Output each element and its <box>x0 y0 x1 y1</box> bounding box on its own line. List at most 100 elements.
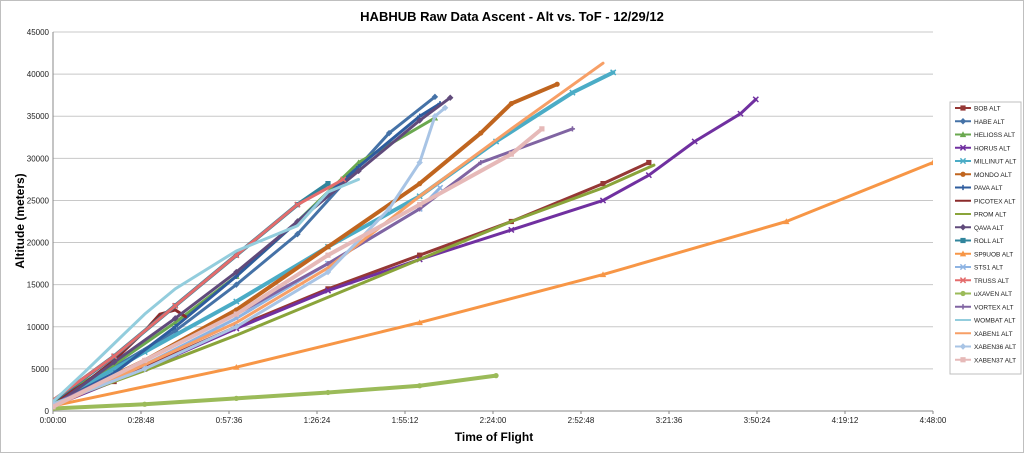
legend-label: MILLINUT ALT <box>974 159 1016 166</box>
data-point <box>645 172 652 179</box>
legend-marker <box>960 304 966 310</box>
legend-item: XABEN1 ALT <box>955 331 1013 338</box>
legend-label: ROLL ALT <box>974 238 1004 245</box>
legend-item: HELIOSS ALT <box>955 131 1015 139</box>
data-point <box>294 201 301 208</box>
data-point <box>600 181 606 187</box>
legend-item: uXAVEN ALT <box>955 290 1012 298</box>
data-point <box>431 93 439 101</box>
legend-marker <box>959 131 967 138</box>
series-lines <box>53 61 933 411</box>
legend-label: WOMBAT ALT <box>974 318 1016 325</box>
legend-item: MONDO ALT <box>955 171 1012 179</box>
data-point <box>417 202 423 208</box>
data-point <box>294 230 301 238</box>
legend-item: ROLL ALT <box>955 237 1004 245</box>
series-prom-alt <box>53 163 656 405</box>
legend-label: XABEN37 ALT <box>974 357 1016 364</box>
data-point <box>325 181 331 187</box>
data-point <box>417 181 423 187</box>
x-tick-label: 2:24:00 <box>480 416 507 425</box>
data-point <box>325 244 331 250</box>
legend-item: STS1 ALT <box>955 263 1003 272</box>
data-point <box>508 151 514 157</box>
data-point <box>385 205 393 213</box>
data-point <box>233 298 240 305</box>
series-wombat-alt <box>53 177 361 404</box>
legend-item: QAVA ALT <box>955 224 1004 232</box>
axes: 0 5000 10000 15000 20000 25000 30000 35000 40000… <box>27 28 947 425</box>
data-point <box>478 130 484 136</box>
data-point <box>493 373 499 379</box>
x-tick-label: 0:57:36 <box>216 416 243 425</box>
x-tick-label: 1:55:12 <box>392 416 419 425</box>
series-line <box>53 160 933 408</box>
y-tick-label: 20000 <box>27 239 50 248</box>
legend-item: HORUS ALT <box>955 144 1010 152</box>
data-point <box>53 404 56 410</box>
y-tick-label: 35000 <box>27 112 50 121</box>
legend-marker <box>959 263 967 271</box>
legend-item: BOB ALT <box>955 105 1001 113</box>
series-line <box>53 70 616 405</box>
data-point <box>172 315 179 322</box>
legend-label: HORUS ALT <box>974 145 1010 152</box>
x-tick-label: 4:19:12 <box>832 416 859 425</box>
data-point <box>110 358 118 366</box>
data-point <box>233 311 239 317</box>
data-point <box>172 324 178 330</box>
legend-label: TRUSS ALT <box>974 278 1009 285</box>
legend-marker <box>959 157 967 165</box>
legend-marker <box>960 171 966 177</box>
data-point <box>508 100 514 107</box>
data-point <box>646 159 652 166</box>
x-tick-label: 3:50:24 <box>744 416 771 425</box>
legend-marker <box>959 250 967 257</box>
data-point <box>340 176 347 183</box>
data-point <box>385 129 393 137</box>
legend-item: WOMBAT ALT <box>955 318 1016 325</box>
legend-label: BOB ALT <box>974 106 1001 113</box>
legend-marker <box>959 224 967 231</box>
data-point <box>416 319 423 326</box>
data-point <box>783 218 790 225</box>
legend-marker <box>960 105 966 111</box>
y-tick-label: 30000 <box>27 154 50 163</box>
y-tick-label: 40000 <box>27 70 50 79</box>
x-axis-title: Time of Flight <box>455 430 533 444</box>
data-point <box>142 357 148 364</box>
data-point <box>599 197 607 204</box>
data-point <box>355 167 362 175</box>
x-tick-label: 0:00:00 <box>40 416 67 425</box>
data-point <box>141 365 148 373</box>
data-point <box>325 286 331 292</box>
chart-title: HABHUB Raw Data Ascent - Alt vs. ToF - 1… <box>360 9 664 24</box>
data-point <box>324 287 332 294</box>
series-line <box>53 102 442 407</box>
series-uxaven-alt <box>53 373 499 411</box>
legend: BOB ALT HABE ALT HELIOSS ALT HORUS ALT MILLI… <box>949 101 1022 375</box>
data-point <box>325 252 331 258</box>
x-tick-label: 2:52:48 <box>568 416 595 425</box>
legend-item: SP9UOB ALT <box>955 250 1013 258</box>
legend-label: HABE ALT <box>974 119 1005 126</box>
data-point <box>737 110 744 117</box>
legend-item: PROM ALT <box>955 212 1006 219</box>
legend-marker <box>959 118 967 125</box>
data-point <box>539 126 545 132</box>
series-line <box>53 163 656 405</box>
y-tick-label: 25000 <box>27 196 50 205</box>
legend-item: TRUSS ALT <box>955 277 1009 285</box>
legend-item: PICOTEX ALT <box>955 198 1015 205</box>
legend-label: STS1 ALT <box>974 265 1003 272</box>
data-point <box>599 271 607 278</box>
series-line <box>53 373 499 411</box>
data-point <box>691 138 698 145</box>
legend-marker <box>960 357 966 363</box>
data-point <box>929 159 933 166</box>
legend-marker <box>959 343 967 350</box>
legend-item: MILLINUT ALT <box>955 157 1016 166</box>
legend-label: PICOTEX ALT <box>974 198 1015 205</box>
y-tick-label: 5000 <box>31 365 49 374</box>
